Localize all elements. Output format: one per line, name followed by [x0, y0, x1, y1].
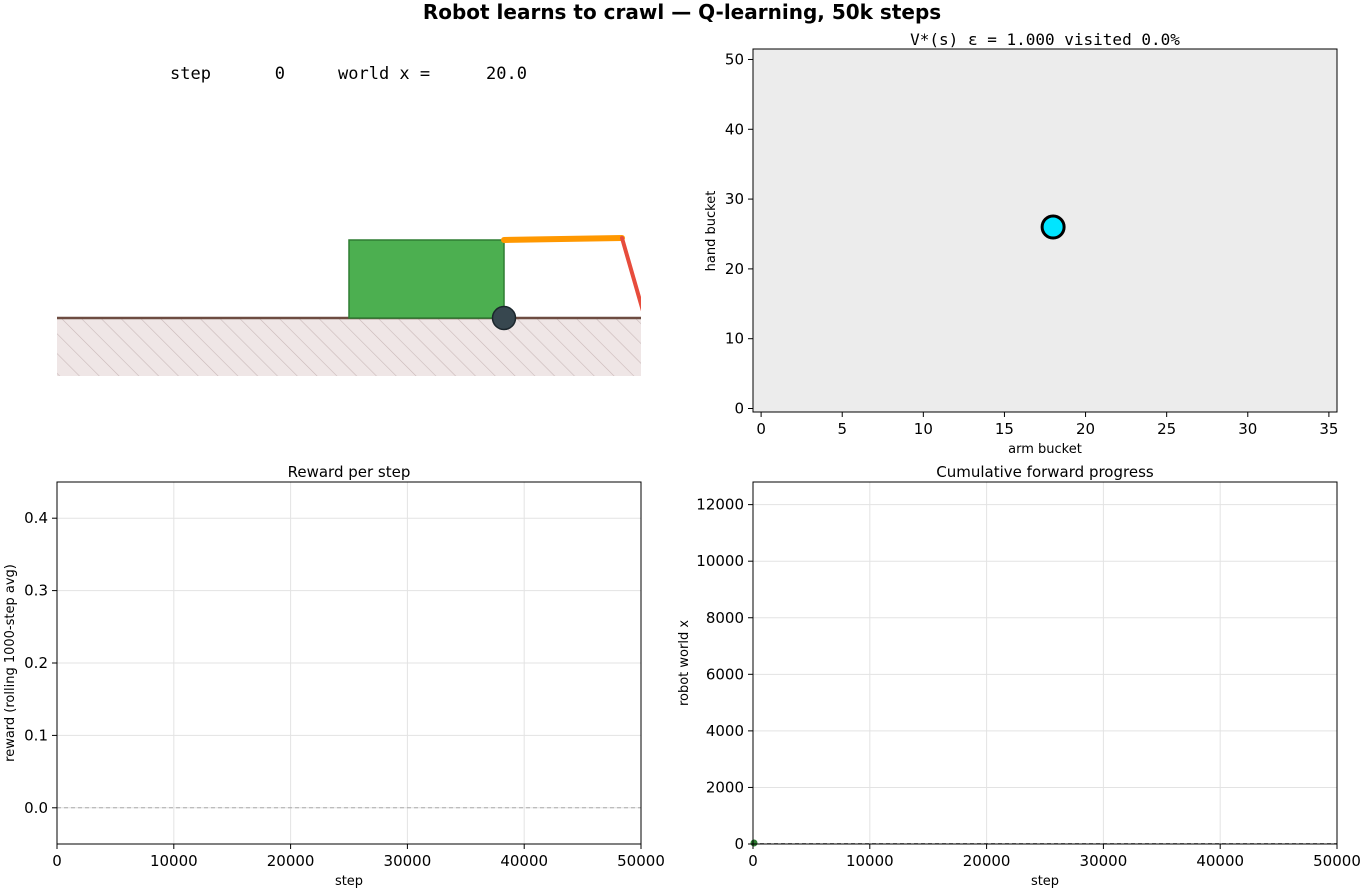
- progress-ytick-label: 0: [734, 835, 744, 853]
- progress-title: Cumulative forward progress: [936, 463, 1154, 481]
- reward-xtick-label: 30000: [384, 852, 432, 870]
- heatmap-ytick-label: 40: [725, 120, 744, 138]
- heatmap-xlabel: arm bucket: [1008, 442, 1082, 457]
- robot-hand: [620, 236, 641, 312]
- heatmap-ytick-label: 0: [734, 400, 744, 418]
- reward-xtick-label: 40000: [500, 852, 548, 870]
- progress-ylabel: robot world x: [677, 620, 692, 706]
- reward-frame: [56, 481, 642, 845]
- current-state-marker: [1040, 214, 1066, 240]
- heatmap-title: V*(s) ε = 1.000 visited 0.0%: [910, 30, 1180, 49]
- progress-xtick-label: 30000: [1080, 852, 1128, 870]
- progress-xtick-label: 10000: [846, 852, 894, 870]
- robot-body: [348, 239, 505, 319]
- reward-panel: Reward per step 0 10000 20000 30000 40000 500…: [3, 463, 665, 889]
- reward-xtick-label: 0: [52, 852, 62, 870]
- reward-ytick-label: 0.4: [24, 509, 48, 527]
- heatmap-xtick-label: 15: [995, 420, 1014, 438]
- reward-title: Reward per step: [288, 463, 411, 481]
- heatmap-xtick-label: 20: [1076, 420, 1095, 438]
- reward-ytick-label: 0.1: [24, 726, 48, 744]
- progress-xtick-label: 40000: [1196, 852, 1244, 870]
- worldx-label: world x =: [338, 64, 430, 84]
- heatmap-xtick-label: 30: [1238, 420, 1257, 438]
- figure-title: Robot learns to crawl — Q-learning, 50k …: [423, 0, 941, 24]
- progress-panel: Cumulative forward progress 0 10000 20000 3…: [677, 463, 1361, 889]
- progress-xlabel: step: [1031, 874, 1059, 889]
- heatmap-ytick-label: 50: [725, 50, 744, 68]
- heatmap-xtick-label: 0: [756, 420, 766, 438]
- progress-ytick-label: 4000: [706, 722, 744, 740]
- heatmap-ytick-label: 20: [725, 260, 744, 278]
- step-value: 0: [275, 64, 285, 84]
- ground-hatch: [57, 318, 641, 376]
- heatmap-ylabel: hand bucket: [704, 191, 719, 272]
- robot-wheel: [491, 305, 517, 331]
- progress-frame: [752, 481, 1338, 845]
- progress-ytick-label: 10000: [696, 552, 744, 570]
- reward-xlabel: step: [335, 874, 363, 889]
- robot-panel: step 0 world x = 20.0: [57, 64, 641, 376]
- progress-xtick-label: 20000: [963, 852, 1011, 870]
- heatmap-xtick-label: 25: [1157, 420, 1176, 438]
- worldx-value: 20.0: [486, 64, 527, 84]
- reward-ytick-label: 0.3: [24, 582, 48, 600]
- robot-arm: [501, 235, 625, 243]
- reward-ytick-label: 0.0: [24, 799, 48, 817]
- heatmap-xtick-label: 10: [914, 420, 933, 438]
- progress-ytick-label: 2000: [706, 778, 744, 796]
- reward-ytick-label: 0.2: [24, 654, 48, 672]
- reward-xtick-label: 10000: [150, 852, 198, 870]
- value-heatmap-panel: V*(s) ε = 1.000 visited 0.0% 0 5 10 15 20 25 3…: [704, 30, 1338, 457]
- heatmap-ytick-label: 10: [725, 330, 744, 348]
- heatmap-xtick-label: 5: [837, 420, 847, 438]
- progress-xtick-label: 50000: [1313, 852, 1361, 870]
- progress-ytick-label: 12000: [696, 496, 744, 514]
- heatmap-frame: [752, 48, 1338, 413]
- progress-xtick-label: 0: [748, 852, 758, 870]
- progress-ytick-label: 6000: [706, 665, 744, 683]
- progress-point: [750, 839, 758, 847]
- reward-ylabel: reward (rolling 1000-step avg): [3, 564, 18, 762]
- heatmap-ytick-label: 30: [725, 190, 744, 208]
- progress-ytick-label: 8000: [706, 609, 744, 627]
- reward-xtick-label: 20000: [267, 852, 315, 870]
- heatmap-xtick-label: 35: [1319, 420, 1338, 438]
- step-label: step: [170, 64, 211, 84]
- reward-xtick-label: 50000: [617, 852, 665, 870]
